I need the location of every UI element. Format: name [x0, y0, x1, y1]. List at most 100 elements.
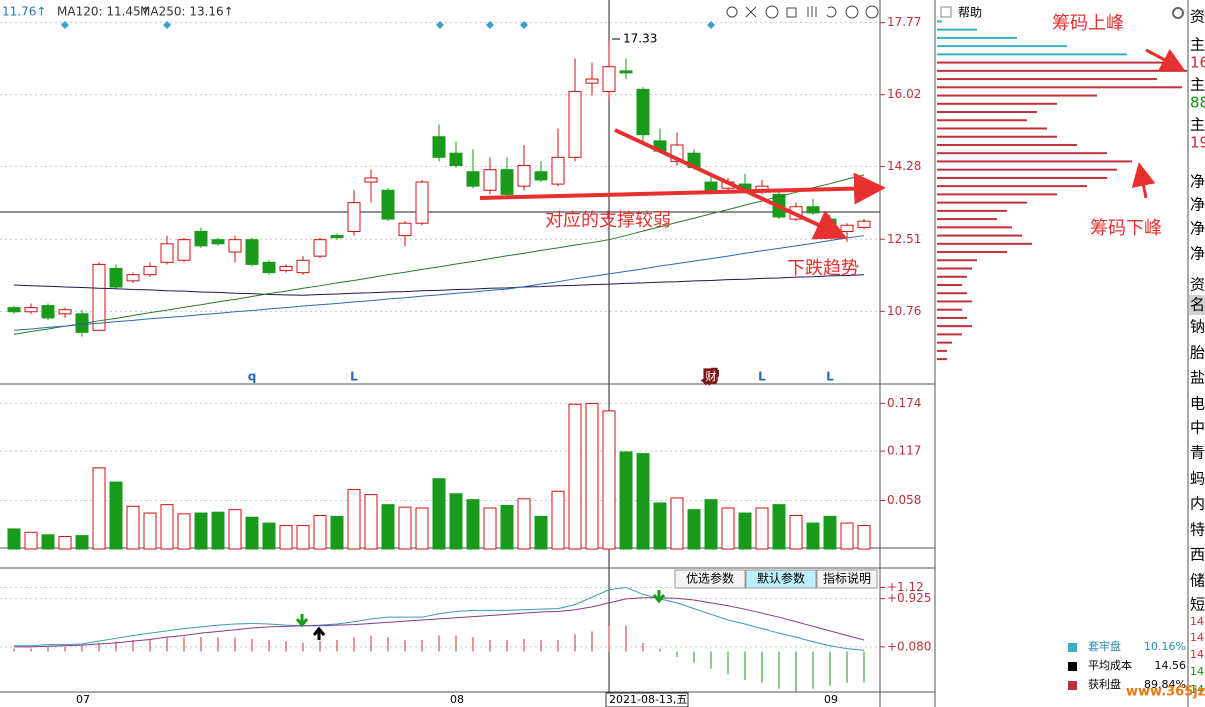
chip-bar [937, 168, 1117, 171]
sidebar-item: 主 [1190, 36, 1205, 54]
sidebar-item: 净 [1190, 173, 1205, 191]
chip-bar [937, 292, 967, 295]
chip-bar [937, 333, 962, 336]
candle-body [296, 259, 310, 274]
indicator-line [13, 274, 865, 296]
sidebar-item: 净 [1190, 220, 1205, 238]
y-tick-label: 12.51 [887, 232, 921, 246]
chip-bar [937, 28, 977, 31]
button-label[interactable]: 优选参数 [686, 571, 734, 586]
event-label: q [248, 370, 257, 384]
support-arrow [479, 172, 886, 205]
candle-body [619, 70, 633, 74]
volume-bar [143, 512, 157, 550]
volume-bar [636, 453, 650, 550]
y-tick-label: 10.76 [887, 304, 921, 318]
chip-bar [937, 234, 1022, 237]
volume-bar [500, 504, 514, 550]
volume-bar [585, 402, 599, 550]
sidebar-item: 特 [1190, 521, 1205, 539]
volume-bar [381, 504, 395, 550]
volume-bar [415, 507, 429, 550]
y-tick-label: 0.174 [887, 396, 921, 410]
volume-bar [738, 512, 752, 550]
tool-icon[interactable] [726, 6, 738, 18]
candle-body [585, 78, 599, 84]
legend-value: 10.16% [1144, 640, 1186, 653]
chip-bar [937, 143, 1077, 146]
volume-bar [228, 509, 242, 550]
volume-bar [551, 490, 565, 550]
x-tick-label: 2021-08-13,五 [609, 693, 687, 706]
sidebar-item: 14 [1190, 631, 1204, 644]
indicator-line [13, 174, 865, 335]
legend-value: 14.56 [1155, 659, 1187, 672]
candle-body [432, 136, 446, 158]
indicator-line [14, 597, 865, 648]
y-tick-label: +0.925 [887, 591, 931, 605]
event-diamonds [61, 21, 715, 29]
legend-name: 获利盘 [1088, 677, 1121, 691]
volume-bar [211, 511, 225, 550]
chip-bar [937, 341, 952, 344]
tool-icon[interactable] [786, 7, 797, 18]
candle-body [398, 222, 412, 237]
candle-body [415, 181, 429, 224]
tool-icon[interactable] [845, 5, 859, 19]
button[interactable] [674, 569, 746, 589]
volume-bar [483, 507, 497, 550]
volume-bar [517, 498, 531, 550]
chip-bar [937, 45, 1067, 48]
legend-swatch [1068, 681, 1077, 690]
candle-body [602, 66, 616, 92]
peak-arrow [1145, 48, 1186, 71]
volume-bar [262, 522, 276, 550]
candle-body [143, 265, 157, 276]
chip-bar [937, 209, 1007, 212]
volume-bar [92, 467, 106, 550]
tool-icon[interactable] [826, 6, 837, 18]
tool-icon[interactable] [765, 5, 779, 19]
tool-icon[interactable] [745, 6, 757, 18]
sidebar-item: 钠 [1190, 318, 1205, 336]
sidebar-item: 内 [1190, 495, 1205, 513]
sidebar-item: 储 [1190, 572, 1205, 590]
volume-bar [806, 522, 820, 550]
chip-bar [937, 152, 1107, 155]
candle-body [449, 152, 463, 167]
watermark: www.365jz.com [1126, 685, 1205, 700]
sidebar-item: 14 [1190, 665, 1204, 678]
annotation: 筹码上峰 [1052, 13, 1124, 34]
tool-icon[interactable] [865, 5, 879, 19]
indicator-line [14, 586, 865, 651]
candle-body [194, 230, 208, 247]
volume-bar [313, 515, 327, 550]
candle-body [24, 307, 38, 313]
settings-icon[interactable] [1172, 7, 1184, 19]
candle-body [466, 171, 480, 187]
candle-body [483, 169, 497, 191]
volume-bar [75, 535, 89, 550]
legend-name: 套牢盘 [1088, 639, 1121, 653]
tool-icon[interactable] [807, 6, 817, 17]
candle-body [330, 235, 344, 239]
volume-bar [721, 507, 735, 550]
event-label: L [758, 370, 766, 384]
button-label[interactable]: 默认参数 [757, 571, 805, 586]
button[interactable] [745, 569, 817, 589]
sidebar-item: 西 [1190, 546, 1205, 564]
button-label[interactable]: 指标说明 [823, 571, 871, 586]
sidebar-item: 16 [1190, 54, 1205, 72]
sidebar-item: 14 [1190, 648, 1204, 661]
candle-body [126, 274, 140, 282]
button[interactable] [816, 569, 878, 589]
volume-bar [330, 515, 344, 550]
candle-body [347, 202, 361, 232]
y-tick-label: 0.058 [887, 493, 921, 507]
chip-bar [937, 349, 947, 352]
date-box [605, 692, 689, 707]
candle-body [177, 239, 191, 261]
volume-bar [670, 497, 684, 550]
